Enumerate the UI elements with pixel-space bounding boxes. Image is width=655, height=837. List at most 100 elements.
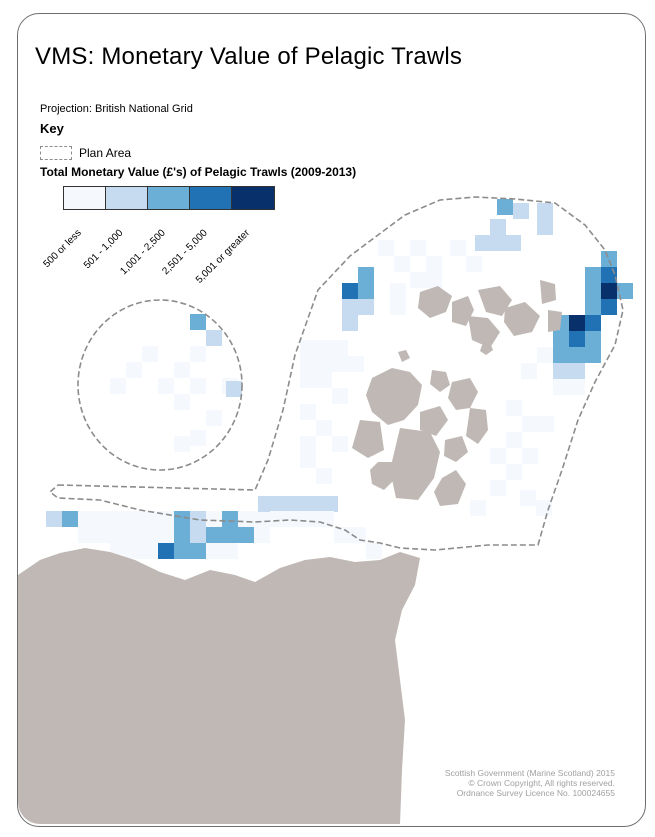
vms-grid-cell [62, 511, 78, 527]
vms-grid-cell [538, 416, 554, 432]
vms-grid-cells [46, 199, 633, 559]
vms-grid-cell [601, 251, 617, 267]
vms-grid-cell [497, 199, 513, 215]
vms-grid-cell [300, 452, 316, 468]
vms-grid-cell [585, 331, 601, 347]
vms-grid-cell [410, 272, 426, 288]
vms-grid-cell [316, 468, 332, 484]
vms-grid-cell [332, 436, 348, 452]
vms-grid-cell [174, 543, 190, 559]
vms-grid-cell [358, 299, 374, 315]
vms-grid-cell [222, 511, 238, 527]
vms-grid-cell [142, 346, 158, 362]
vms-grid-cell [585, 283, 601, 299]
vms-grid-cell [190, 346, 206, 362]
vms-grid-cell [569, 363, 585, 379]
vms-grid-cell [536, 500, 552, 516]
vms-grid-cell [585, 299, 601, 315]
vms-grid-cell [300, 436, 316, 452]
vms-grid-cell [585, 267, 601, 283]
vms-grid-cell [522, 416, 538, 432]
vms-grid-cell [585, 315, 601, 331]
vms-grid-cell [206, 330, 222, 346]
value-legend-heading: Total Monetary Value (£'s) of Pelagic Tr… [40, 165, 357, 179]
vms-grid-cell [286, 511, 302, 527]
projection-note: Projection: British National Grid [40, 103, 193, 115]
vms-grid-cell [142, 527, 158, 543]
vms-grid-cell [174, 511, 190, 527]
credit-line: Scottish Government (Marine Scotland) 20… [444, 768, 615, 778]
vms-grid-cell [226, 381, 242, 397]
vms-grid-cell [569, 379, 585, 395]
map-credits: Scottish Government (Marine Scotland) 20… [445, 768, 615, 798]
vms-grid-cell [569, 331, 585, 347]
vms-grid-cell [426, 272, 442, 288]
vms-grid-cell [126, 362, 142, 378]
vms-grid-cell [601, 283, 617, 299]
vms-grid-cell [78, 527, 94, 543]
vms-grid-cell [537, 203, 553, 219]
vms-grid-cell [190, 527, 206, 543]
vms-grid-cell [394, 256, 410, 272]
vms-grid-cell [350, 527, 366, 543]
vms-grid-cell [390, 299, 406, 315]
vms-grid-cell [300, 340, 316, 356]
vms-grid-cell [222, 527, 238, 543]
vms-grid-cell [300, 404, 316, 420]
vms-grid-cell [270, 511, 286, 527]
vms-grid-cell [126, 511, 142, 527]
key-heading: Key [40, 121, 64, 136]
orkney-islands [352, 368, 488, 506]
vms-grid-cell [466, 256, 482, 272]
vms-grid-cell [302, 511, 318, 527]
vms-grid-cell [126, 543, 142, 559]
vms-grid-cell [206, 543, 222, 559]
vms-grid-cell [601, 299, 617, 315]
vms-grid-cell [110, 511, 126, 527]
vms-grid-cell [290, 496, 306, 512]
vms-grid-cell [46, 511, 62, 527]
vms-grid-cell [110, 527, 126, 543]
vms-grid-cell [174, 362, 190, 378]
legend-swatch [190, 187, 232, 209]
vms-grid-cell [94, 511, 110, 527]
vms-grid-cell [585, 347, 601, 363]
vms-grid-cell [520, 490, 536, 506]
plan-area-swatch [40, 146, 72, 160]
plan-area-circle [77, 299, 243, 471]
vms-grid-cell [258, 496, 274, 512]
vms-grid-cell [322, 496, 338, 512]
vms-grid-cell [358, 267, 374, 283]
vms-grid-cell [522, 448, 538, 464]
vms-grid-cell [378, 240, 394, 256]
vms-grid-cell [142, 511, 158, 527]
mainland-scotland [18, 548, 420, 824]
vms-grid-cell [300, 356, 316, 372]
vms-grid-cell [569, 347, 585, 363]
vms-grid-cell [158, 527, 174, 543]
plan-area-label: Plan Area [79, 146, 132, 160]
vms-grid-cell [110, 378, 126, 394]
vms-grid-cell [475, 235, 491, 251]
vms-grid-cell [300, 372, 316, 388]
credit-line: © Crown Copyright, All rights reserved. [468, 778, 615, 788]
vms-grid-cell [332, 388, 348, 404]
vms-grid-cell [521, 363, 537, 379]
vms-grid-cell [513, 203, 529, 219]
vms-grid-cell [190, 378, 206, 394]
vms-grid-cell [366, 543, 382, 559]
vms-grid-cell [505, 235, 521, 251]
vms-grid-cell [490, 219, 506, 235]
vms-grid-cell [569, 315, 585, 331]
vms-grid-cell [206, 527, 222, 543]
vms-grid-cell [206, 410, 222, 426]
vms-grid-cell [332, 356, 348, 372]
vms-grid-cell [601, 267, 617, 283]
shetland-islands [398, 280, 562, 362]
vms-grid-cell [222, 543, 238, 559]
vms-grid-cell [410, 240, 426, 256]
legend-swatch [106, 187, 148, 209]
vms-grid-cell [390, 283, 406, 299]
vms-grid-cell [617, 283, 633, 299]
